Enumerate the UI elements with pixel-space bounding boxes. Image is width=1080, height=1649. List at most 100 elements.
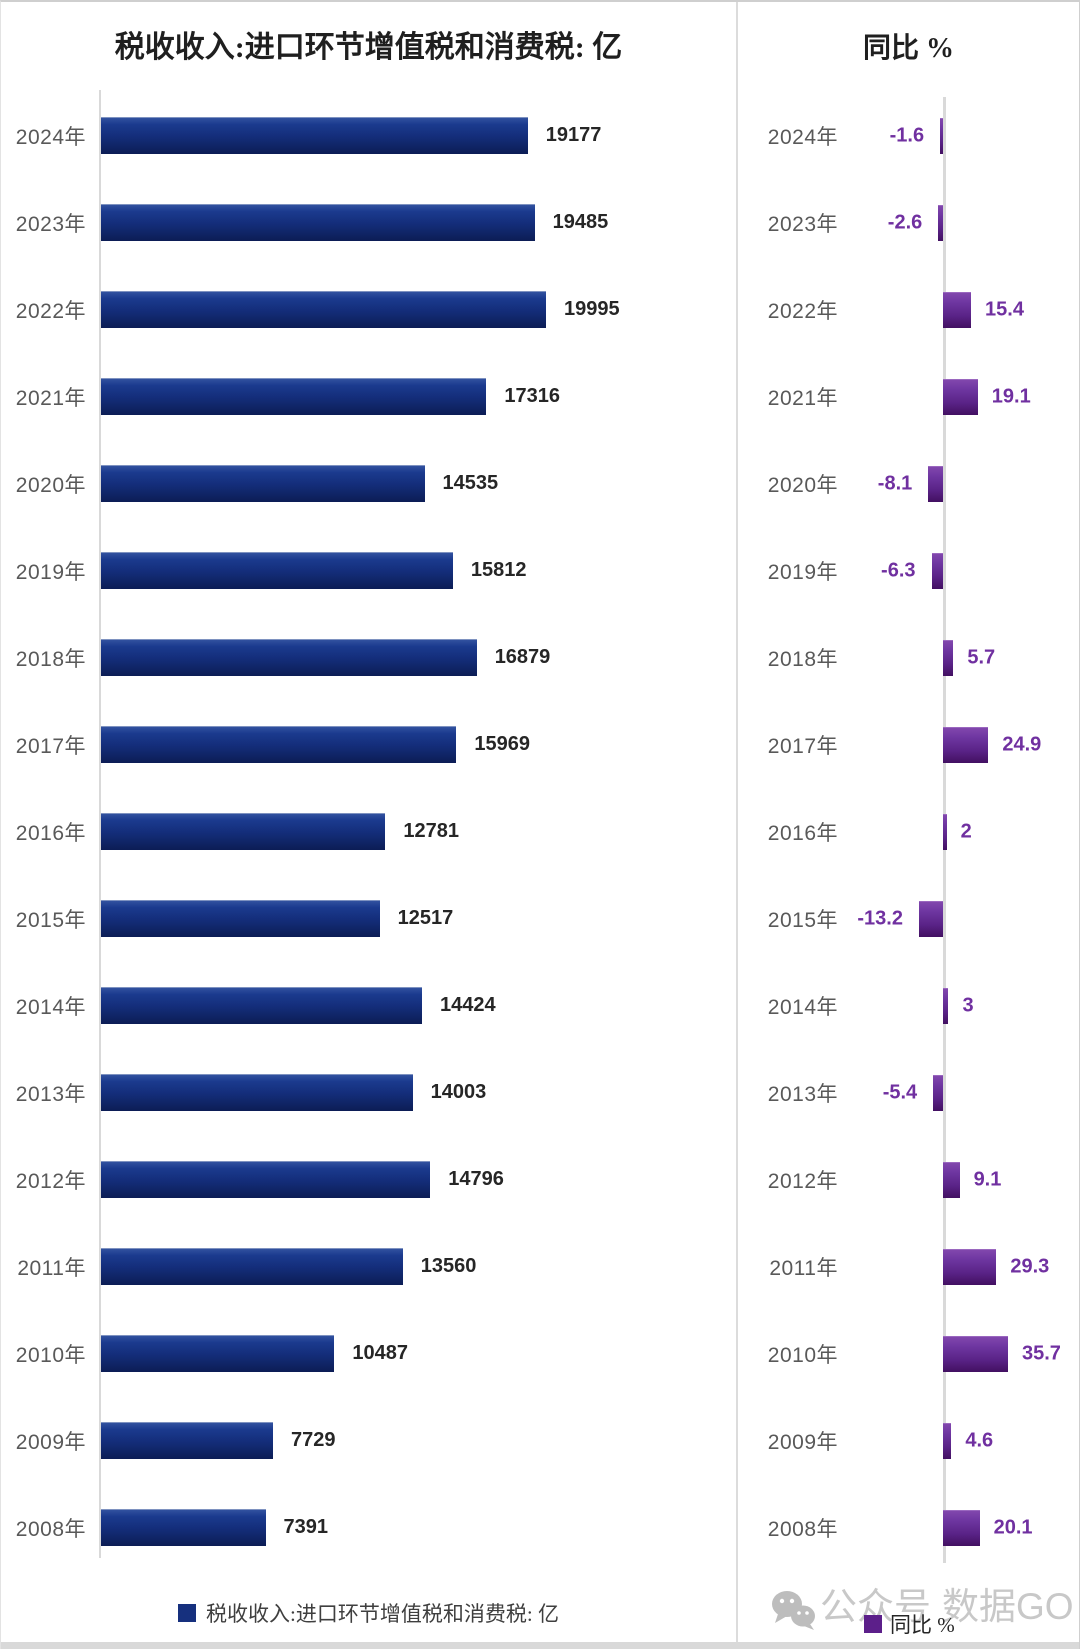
yoy-bar <box>931 552 943 589</box>
year-label: 2017年 <box>767 734 838 758</box>
panel-divider <box>736 2 738 1644</box>
value-label: 19995 <box>564 298 620 320</box>
value-label: 2 <box>960 820 972 842</box>
left-chart-title: 税收收入:进口环节增值税和消费税: 亿 <box>114 31 623 64</box>
wechat-icon <box>770 1589 818 1636</box>
tax-revenue-bar <box>101 639 477 676</box>
legend-swatch-navy-icon <box>178 1604 197 1622</box>
tax-revenue-bar <box>101 552 453 589</box>
yoy-bar-row: 2023年 -2.6 <box>736 179 1079 266</box>
value-label: 12781 <box>403 820 460 842</box>
yoy-bar-row: 2008年 20.1 <box>736 1484 1079 1571</box>
yoy-bar-row: 2019年 -6.3 <box>736 527 1079 614</box>
left-bar-row: 2023年 19485 <box>1 179 736 266</box>
left-chart-plot: 2024年 19177 2023年 19485 2022年 19995 2021年 17316… <box>1 92 736 1571</box>
year-label: 2011年 <box>17 1256 86 1280</box>
year-label: 2009年 <box>767 1430 838 1454</box>
yoy-bar <box>940 117 943 154</box>
yoy-bar <box>933 1074 943 1111</box>
watermark-text-right: 数据GO <box>942 1586 1074 1627</box>
year-label: 2009年 <box>15 1430 86 1454</box>
tax-revenue-bar <box>101 987 422 1024</box>
value-label: 3 <box>962 994 974 1016</box>
tax-revenue-bar <box>101 813 386 850</box>
value-label: 15969 <box>474 733 531 755</box>
year-label: 2018年 <box>15 647 86 671</box>
right-chart-plot: 2024年 -1.6 2023年 -2.6 2022年 15.4 2021年 19.1 2020… <box>736 92 1079 1571</box>
value-label: 14424 <box>440 994 496 1016</box>
year-label: 2021年 <box>767 386 838 410</box>
value-label: 16879 <box>494 646 551 668</box>
year-label: 2021年 <box>15 386 86 410</box>
bottom-border-strip <box>1 1642 1079 1649</box>
left-bar-row: 2020年 14535 <box>1 440 736 527</box>
left-bar-row: 2024年 19177 <box>1 92 736 179</box>
yoy-bar-row: 2015年 -13.2 <box>736 875 1079 962</box>
value-label: 24.9 <box>1002 733 1042 755</box>
left-bar-row: 2021年 17316 <box>1 353 736 440</box>
left-y-axis-line <box>99 90 101 1558</box>
yoy-bar <box>918 900 943 937</box>
left-bar-row: 2019年 15812 <box>1 527 736 614</box>
yoy-bar <box>943 726 989 763</box>
yoy-bar-row: 2009年 4.6 <box>736 1397 1079 1484</box>
tax-revenue-bar <box>101 291 546 328</box>
yoy-bar-row: 2020年 -8.1 <box>736 440 1079 527</box>
yoy-bar <box>943 813 947 850</box>
left-bar-row: 2016年 12781 <box>1 788 736 875</box>
legend-swatch-purple-icon <box>864 1615 882 1633</box>
value-label: 35.7 <box>1022 1342 1061 1364</box>
tax-revenue-bar <box>101 900 380 937</box>
value-label: -6.3 <box>881 559 916 581</box>
left-bar-row: 2015年 12517 <box>1 875 736 962</box>
yoy-bar <box>943 1161 960 1198</box>
left-bar-row: 2014年 14424 <box>1 962 736 1049</box>
left-chart-legend: 税收收入:进口环节增值税和消费税: 亿 <box>1 1598 736 1628</box>
year-label: 2020年 <box>15 473 86 497</box>
left-bar-row: 2008年 7391 <box>1 1484 736 1571</box>
value-label: 14535 <box>442 472 499 494</box>
value-label: -2.6 <box>887 211 923 233</box>
value-label: -8.1 <box>877 472 913 494</box>
year-label: 2010年 <box>767 1343 838 1367</box>
right-chart-legend: 同比 % <box>864 1609 955 1639</box>
tax-revenue-bar <box>101 1335 335 1372</box>
year-label: 2012年 <box>767 1169 838 1193</box>
year-label: 2013年 <box>15 1082 86 1106</box>
yoy-bar <box>943 1248 997 1285</box>
yoy-bar-row: 2018年 5.7 <box>736 614 1079 701</box>
tax-revenue-bar <box>101 117 528 154</box>
tax-revenue-bar <box>101 1074 413 1111</box>
year-label: 2015年 <box>15 908 86 932</box>
yoy-bar <box>943 639 954 676</box>
year-label: 2016年 <box>767 821 838 845</box>
year-label: 2019年 <box>15 560 86 584</box>
value-label: 4.6 <box>965 1429 994 1451</box>
year-label: 2015年 <box>767 908 838 932</box>
value-label: 14003 <box>430 1081 487 1103</box>
value-label: -5.4 <box>882 1081 918 1103</box>
tax-revenue-bar <box>101 1248 403 1285</box>
value-label: -13.2 <box>857 907 903 929</box>
yoy-bar-row: 2021年 19.1 <box>736 353 1079 440</box>
yoy-bar-row: 2010年 35.7 <box>736 1310 1079 1397</box>
value-label: 19485 <box>552 211 609 233</box>
right-legend-label: 同比 % <box>890 1613 955 1637</box>
value-label: 20.1 <box>993 1516 1033 1538</box>
value-label: 12517 <box>397 907 454 929</box>
yoy-bar <box>943 291 972 328</box>
year-label: 2016年 <box>15 821 86 845</box>
year-label: 2013年 <box>767 1082 838 1106</box>
year-label: 2014年 <box>767 995 838 1019</box>
tax-revenue-bar <box>101 378 487 415</box>
left-bar-row: 2009年 7729 <box>1 1397 736 1484</box>
left-bar-row: 2013年 14003 <box>1 1049 736 1136</box>
left-bar-row: 2011年 13560 <box>1 1223 736 1310</box>
value-label: 15.4 <box>985 298 1024 320</box>
tax-revenue-bar <box>101 204 535 241</box>
year-label: 2023年 <box>767 212 838 236</box>
year-label: 2008年 <box>15 1517 86 1541</box>
yoy-bar-row: 2012年 9.1 <box>736 1136 1079 1223</box>
year-label: 2012年 <box>15 1169 86 1193</box>
